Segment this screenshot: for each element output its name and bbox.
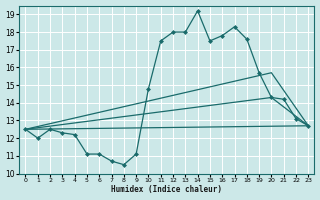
- X-axis label: Humidex (Indice chaleur): Humidex (Indice chaleur): [111, 185, 222, 194]
